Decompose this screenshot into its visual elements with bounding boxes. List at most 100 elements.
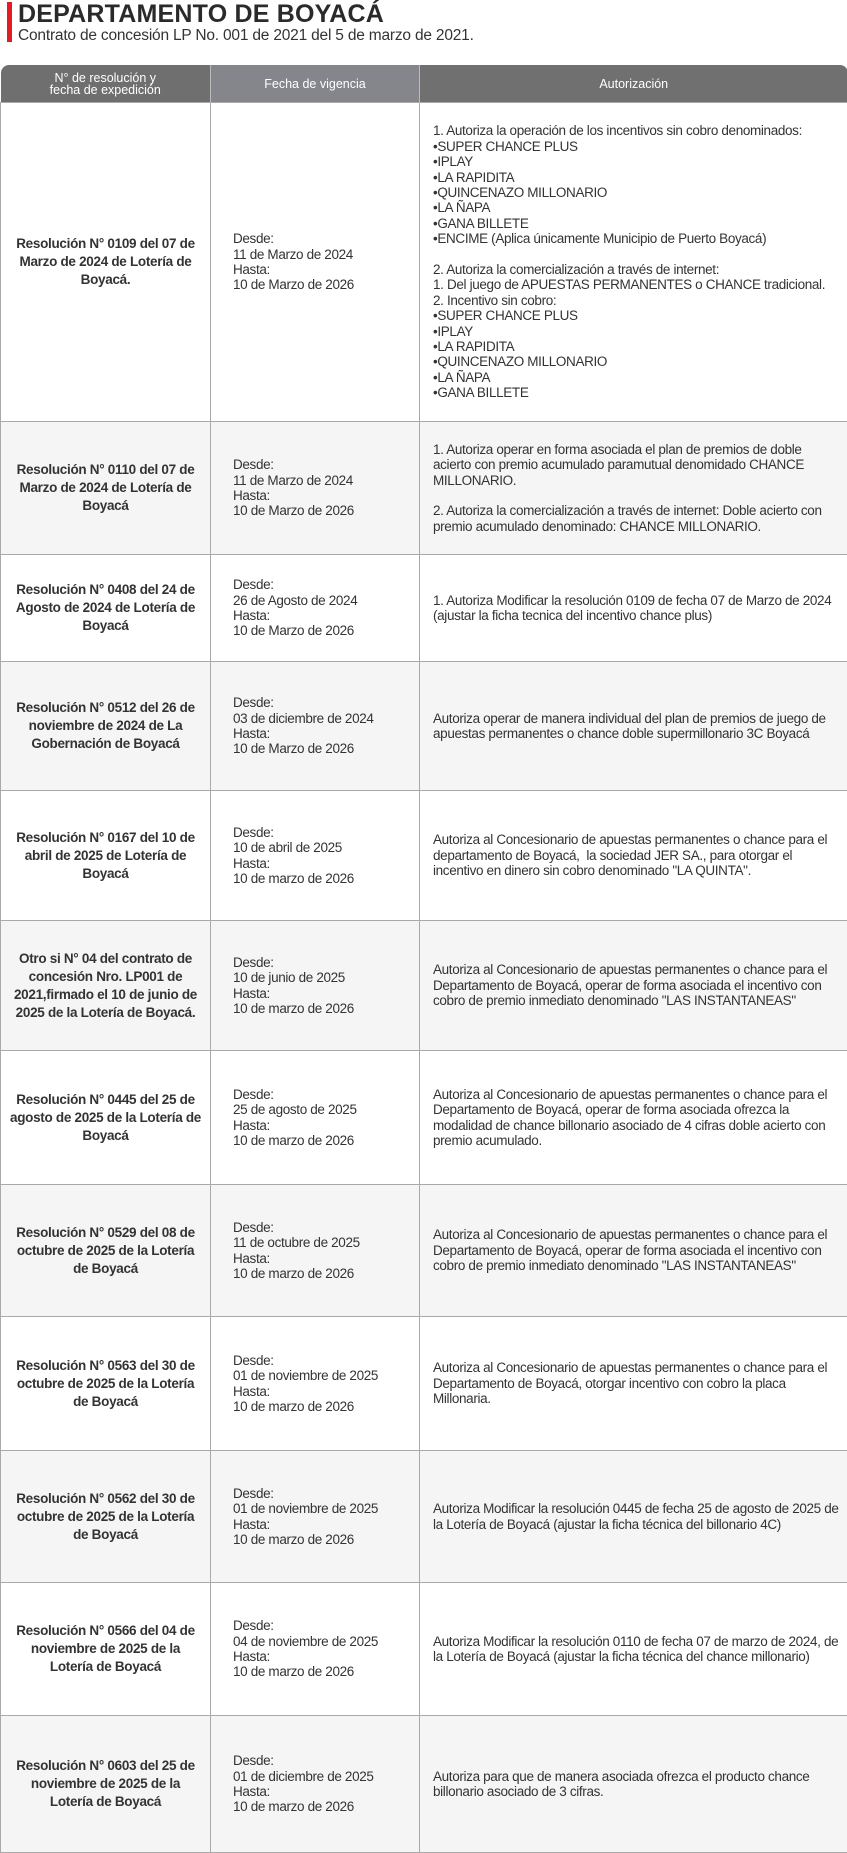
authorization-cell: 1. Autoriza operar en forma asociada el … [419,421,847,555]
validity-cell: Desde: 11 de octubre de 2025 Hasta: 10 de m… [210,1184,420,1317]
validity-line: 10 de marzo de 2026 [233,1265,354,1281]
authorization-line: 1. Del juego de APUESTAS PERMANENTES o C… [433,277,826,293]
validity-line: Desde: [233,457,274,473]
authorization-line: •SUPER CHANCE PLUS [433,138,578,154]
table-row: Resolución N° 0110 del 07 de Marzo de 20… [0,421,847,555]
validity-line: 11 de Marzo de 2024 [233,246,353,262]
resolution-cell: Resolución N° 0563 del 30 de octubre de … [0,1316,211,1451]
validity-cell: Desde: 11 de Marzo de 2024 Hasta: 10 de Mar… [210,102,420,422]
validity-cell: Desde: 26 de Agosto de 2024 Hasta: 10 de Ma… [210,554,420,662]
table-row: Resolución N° 0563 del 30 de octubre de … [0,1316,847,1451]
column-header-resolucion: N° de resolución y fecha de expedición [0,65,211,103]
validity-line: Hasta: [233,262,270,277]
validity-line: Hasta: [233,1250,270,1266]
table-row: Resolución N° 0562 del 30 de octubre de … [0,1450,847,1583]
validity-line: 01 de noviembre de 2025 [233,1368,379,1384]
resolution-cell: Resolución N° 0110 del 07 de Marzo de 20… [0,421,211,555]
validity-line: Hasta: [233,1383,270,1399]
validity-line: 10 de marzo de 2026 [233,870,354,886]
table-row: Resolución N° 0529 del 08 de octubre de … [0,1184,847,1317]
table-row: Resolución N° 0512 del 26 de noviembre d… [0,661,847,791]
authorization-line: Autoriza Modificar la resolución 0110 de… [433,1633,842,1664]
authorization-cell: Autoriza Modificar la resolución 0110 de… [419,1582,847,1716]
validity-line: Desde: [233,1352,274,1368]
authorization-line: •QUINCENAZO MILLONARIO [433,354,608,370]
authorization-cell: 1. Autoriza la operación de los incentiv… [419,102,847,422]
table-row: Resolución N° 0445 del 25 de agosto de 2… [0,1050,847,1185]
authorization-line: Autoriza al Concesionario de apuestas pe… [433,962,831,1009]
authorization-line [433,247,839,262]
validity-line: Desde: [233,1485,274,1501]
table-row: Resolución N° 0566 del 04 de noviembre d… [0,1582,847,1716]
validity-line: 10 de marzo de 2026 [233,1000,354,1016]
authorization-line: •SUPER CHANCE PLUS [433,308,578,324]
authorization-line: Autoriza para que de manera asociada ofr… [433,1768,813,1799]
resolution-cell: Otro si N° 04 del contrato de concesión … [0,920,211,1051]
authorization-line: 2. Autoriza la comercialización a través… [433,261,720,277]
authorization-line: •QUINCENAZO MILLONARIO [433,184,608,200]
resolution-cell: Resolución N° 0167 del 10 de abril de 20… [0,790,211,921]
authorization-line: •LA RAPIDITA [433,339,515,355]
resolution-cell: Resolución N° 0566 del 04 de noviembre d… [0,1582,211,1716]
authorization-line: •GANA BILLETE [433,215,529,231]
validity-line: Hasta: [233,985,270,1001]
validity-line: 25 de agosto de 2025 [233,1102,357,1118]
validity-line: Hasta: [233,726,270,741]
authorization-cell: 1. Autoriza Modificar la resolución 0109… [419,554,847,662]
validity-line: Desde: [233,1753,274,1769]
authorization-cell: Autoriza Modificar la resolución 0445 de… [419,1450,847,1583]
validity-line: 10 de Marzo de 2026 [233,623,354,639]
validity-cell: Desde: 04 de noviembre de 2025 Hasta: 10 de… [210,1582,420,1716]
authorization-line: Autoriza operar de manera individual del… [433,710,833,741]
validity-line: 10 de marzo de 2026 [233,1799,354,1815]
page-subtitle: Contrato de concesión LP No. 001 de 2021… [18,27,474,44]
table-row: Otro si N° 04 del contrato de concesión … [0,920,847,1051]
authorization-line: •LA ÑAPA [433,200,491,216]
validity-line: Hasta: [233,1516,270,1532]
authorization-line: Autoriza Modificar la resolución 0445 de… [433,1501,842,1532]
validity-cell: Desde: 01 de noviembre de 2025 Hasta: 10 de… [210,1316,420,1451]
authorization-line: •IPLAY [433,154,473,170]
validity-line: Desde: [233,954,274,970]
validity-line: 11 de Marzo de 2024 [233,472,353,488]
validity-line: 10 de junio de 2025 [233,970,345,986]
validity-line: 26 de Agosto de 2024 [233,592,358,608]
validity-line: 10 de Marzo de 2026 [233,741,354,757]
validity-line: Desde: [233,695,274,711]
validity-line: Desde: [233,1618,274,1634]
authorization-line: 2. Incentivo sin cobro: [433,292,557,308]
table-row: Resolución N° 0603 del 25 de noviembre d… [0,1715,847,1853]
resolutions-table: N° de resolución y fecha de expedición F… [0,65,847,1853]
authorization-line: •IPLAY [433,323,473,339]
authorization-line: Autoriza al Concesionario de apuestas pe… [433,1227,831,1274]
validity-line: Hasta: [233,1649,270,1664]
validity-line: 10 de marzo de 2026 [233,1531,354,1547]
resolution-cell: Resolución N° 0603 del 25 de noviembre d… [0,1715,211,1853]
page-title: DEPARTAMENTO DE BOYACÁ [18,0,385,28]
authorization-line: Autoriza al Concesionario de apuestas pe… [433,1086,831,1148]
validity-cell: Desde: 10 de abril de 2025 Hasta: 10 de mar… [210,790,420,921]
validity-line: 03 de diciembre de 2024 [233,710,374,726]
validity-line: 01 de diciembre de 2025 [233,1768,374,1784]
resolution-cell: Resolución N° 0512 del 26 de noviembre d… [0,661,211,791]
validity-line: Desde: [233,577,274,593]
validity-line: Desde: [233,824,274,840]
validity-line: Desde: [233,231,274,247]
accent-bar [7,2,12,42]
table-body: Resolución N° 0109 del 07 de Marzo de 20… [0,102,847,1853]
authorization-line: Autoriza al Concesionario de apuestas pe… [433,1360,831,1407]
authorization-line: •ENCIME (Aplica únicamente Municipio de … [433,231,767,247]
resolution-cell: Resolución N° 0445 del 25 de agosto de 2… [0,1050,211,1185]
validity-line: 10 de marzo de 2026 [233,1132,354,1148]
validity-line: 10 de Marzo de 2026 [233,503,354,519]
validity-line: Hasta: [233,488,270,503]
resolution-cell: Resolución N° 0562 del 30 de octubre de … [0,1450,211,1583]
table-row: Resolución N° 0408 del 24 de Agosto de 2… [0,554,847,662]
authorization-cell: Autoriza al Concesionario de apuestas pe… [419,1316,847,1451]
validity-line: Desde: [233,1086,274,1102]
table-row: Resolución N° 0109 del 07 de Marzo de 20… [0,102,847,422]
table-header: N° de resolución y fecha de expedición F… [0,65,847,103]
validity-cell: Desde: 11 de Marzo de 2024 Hasta: 10 de Mar… [210,421,420,555]
authorization-cell: Autoriza al Concesionario de apuestas pe… [419,790,847,921]
authorization-line: 1. Autoriza operar en forma asociada el … [433,441,808,488]
